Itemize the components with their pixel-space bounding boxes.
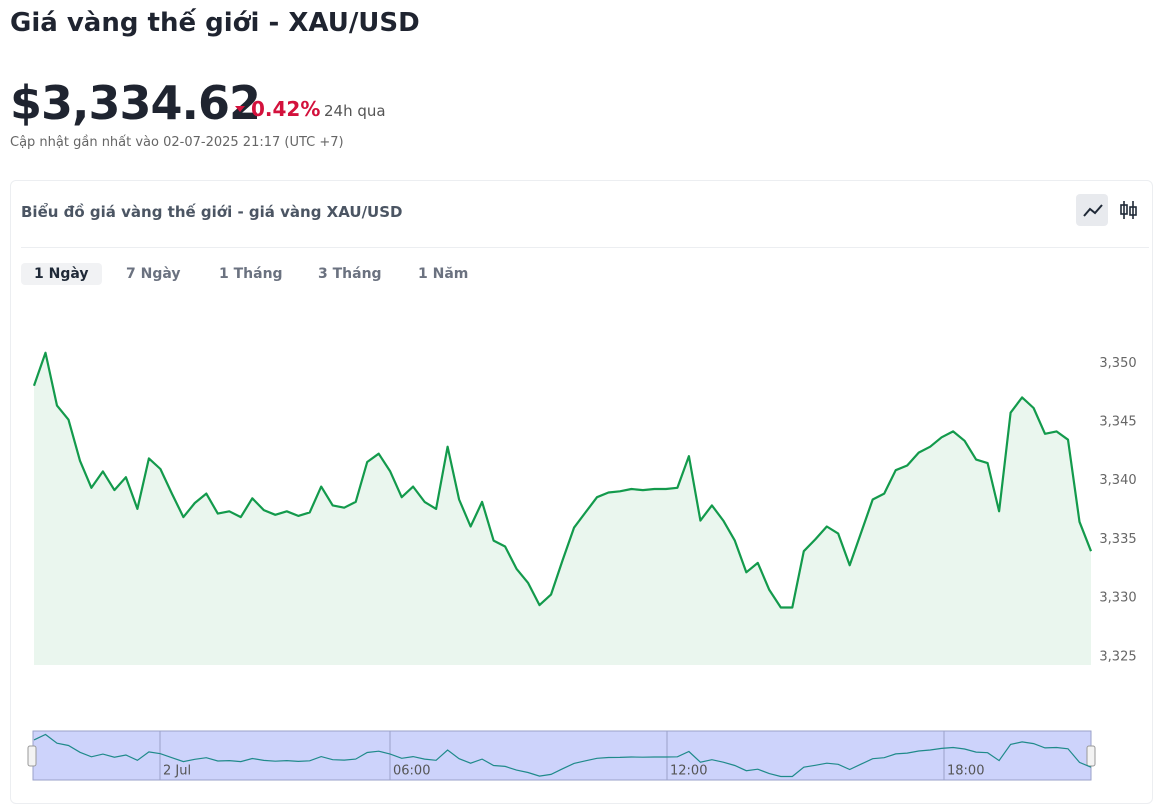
page-title: Giá vàng thế giới - XAU/USD: [10, 8, 420, 38]
navigator-label: 2 Jul: [163, 764, 191, 779]
price: $3,334.62: [10, 76, 261, 130]
tab[interactable]: 3 Tháng: [318, 266, 382, 282]
down-arrow: [235, 106, 245, 112]
candle-icon[interactable]: [1120, 201, 1137, 219]
tab[interactable]: 1 Năm: [418, 266, 469, 282]
y-tick-label: 3,340: [1099, 473, 1136, 488]
y-tick-label: 3,335: [1099, 532, 1136, 547]
change: 0.42%: [251, 97, 321, 121]
price-line: [32, 351, 1093, 609]
navigator-line: [33, 733, 1092, 778]
area-fill: [34, 352, 1091, 665]
period: 24h qua: [324, 102, 386, 120]
y-tick-label: 3,330: [1099, 591, 1136, 606]
navigator-handle[interactable]: [1086, 745, 1096, 767]
tab[interactable]: 1 Tháng: [219, 266, 283, 282]
chart-title: Biểu đồ giá vàng thế giới - giá vàng XAU…: [21, 203, 403, 221]
chart-card: [10, 180, 1153, 804]
tab[interactable]: 7 Ngày: [126, 266, 181, 282]
y-tick-label: 3,350: [1099, 356, 1136, 371]
line-icon: [1083, 204, 1103, 217]
navigator-handle[interactable]: [27, 745, 37, 767]
tab[interactable]: 1 Ngày: [21, 263, 102, 285]
navigator-label: 06:00: [393, 764, 430, 779]
updated-time: Cập nhật gần nhất vào 02-07-2025 21:17 (…: [10, 135, 344, 150]
y-tick-label: 3,345: [1099, 415, 1136, 430]
navigator-label: 12:00: [670, 764, 707, 779]
navigator-label: 18:00: [947, 764, 984, 779]
y-tick-label: 3,325: [1099, 649, 1136, 664]
separator: [21, 247, 1149, 248]
navigator[interactable]: [32, 730, 1092, 781]
